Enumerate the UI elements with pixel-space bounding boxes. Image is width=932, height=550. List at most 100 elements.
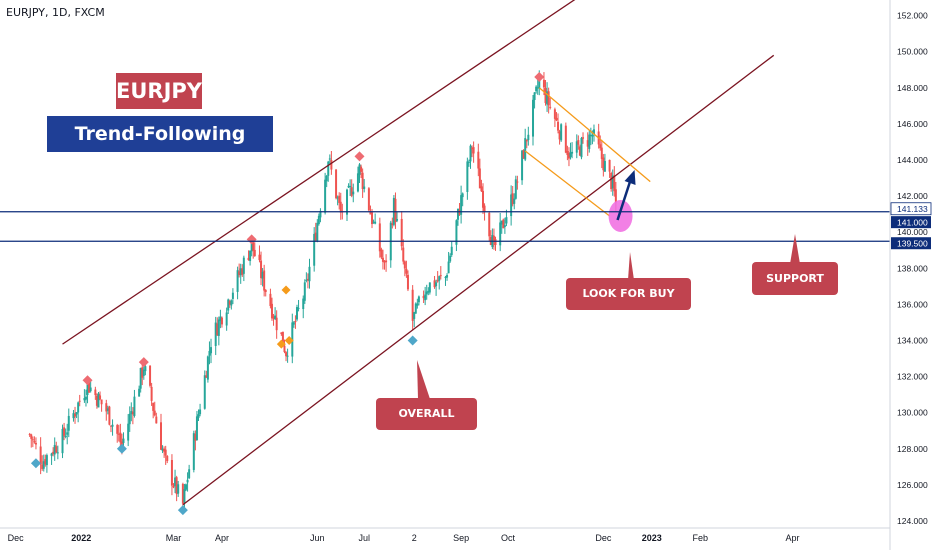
candle-body (371, 212, 374, 225)
candle-body (349, 185, 352, 187)
channel-lower-line (182, 54, 775, 506)
y-tick-label: 140.000 (897, 227, 928, 237)
candle-body (34, 442, 37, 445)
callout-bullish-pointer (417, 360, 430, 399)
candle-body (183, 489, 186, 503)
candle-body (361, 172, 364, 189)
candle-body (383, 261, 386, 263)
candle-body (52, 451, 55, 454)
candle-body (141, 367, 144, 378)
candle-body (588, 134, 591, 149)
candle-body (313, 233, 316, 266)
candle-body (502, 219, 505, 229)
candle-body (214, 322, 217, 346)
candle-body (542, 79, 545, 88)
candle-body (75, 412, 78, 415)
candle-body (122, 438, 125, 444)
candle-body (417, 296, 420, 303)
price-label-box (891, 216, 931, 229)
candle-body (535, 86, 538, 92)
price-label-box (891, 237, 931, 250)
candle-body (150, 386, 153, 401)
swing-low-marker (30, 458, 41, 469)
candle-body (391, 223, 394, 226)
candle-body (571, 151, 574, 154)
candle-body (436, 280, 439, 282)
candle-body (30, 434, 33, 439)
buy-arrow-shaft (616, 179, 632, 221)
candle-body (385, 260, 388, 263)
candle-body (428, 282, 431, 293)
candle-body (538, 78, 541, 89)
candle-body (477, 151, 480, 169)
candle-body (238, 271, 241, 275)
candle-body (438, 276, 441, 281)
candle-body (131, 411, 134, 415)
candle-body (367, 188, 370, 211)
candle-body (372, 221, 375, 223)
candle-body (166, 455, 169, 462)
candle-body (564, 125, 567, 153)
candle-body (295, 307, 298, 320)
candle-body (356, 173, 359, 192)
candle-body (510, 194, 513, 217)
candle-body (566, 150, 569, 156)
candle-body (203, 375, 206, 409)
candle-body (339, 201, 342, 213)
candle-body (44, 459, 47, 465)
callout-support-zone: SUPPORT ZONE (752, 262, 838, 318)
candle-body (258, 254, 261, 261)
candle-body (466, 161, 469, 192)
plot-area (28, 0, 775, 516)
candle-body (253, 249, 256, 257)
candle-body (83, 398, 86, 401)
candle-body (449, 255, 452, 262)
candle-body (381, 257, 384, 262)
candle-body (170, 459, 173, 486)
y-tick-label: 144.000 (897, 155, 928, 165)
candle-body (33, 441, 36, 443)
candle-body (524, 138, 527, 160)
candle-body (63, 427, 66, 436)
candle-body (210, 347, 213, 354)
channel-upper-line (62, 0, 576, 345)
candle-body (274, 315, 277, 320)
candle-body (149, 365, 152, 386)
candle-body (505, 217, 508, 224)
candle-body (402, 247, 405, 262)
candle-body (328, 158, 331, 160)
candle-body (599, 144, 602, 149)
candle-body (521, 150, 524, 181)
candle-body (292, 322, 295, 325)
symbol-label: EURJPY, 1D, FXCM (6, 6, 105, 19)
candle-body (206, 356, 209, 380)
candle-body (480, 186, 483, 192)
candle-body (444, 276, 447, 278)
candle-body (455, 220, 458, 245)
candle-body (188, 469, 191, 479)
y-tick-label: 148.000 (897, 83, 928, 93)
candle-body (61, 428, 64, 454)
candle-body (582, 137, 585, 139)
candle-body (527, 134, 530, 141)
y-tick-label: 142.000 (897, 191, 928, 201)
candle-body (89, 387, 92, 392)
candle-body (536, 87, 539, 89)
candle-body (461, 193, 464, 198)
candle-body (74, 413, 77, 417)
candle-body (152, 403, 155, 411)
candle-body (249, 250, 252, 262)
candle-body (560, 124, 563, 141)
y-tick-label: 128.000 (897, 444, 928, 454)
candle-body (228, 301, 231, 305)
candle-body (272, 316, 275, 319)
candle-body (580, 137, 583, 158)
x-tick-label: Feb (693, 533, 709, 543)
candle-body (208, 350, 211, 356)
candle-body (199, 409, 202, 415)
candle-body (45, 455, 48, 466)
candle-body (336, 197, 339, 199)
candle-body (324, 179, 327, 213)
